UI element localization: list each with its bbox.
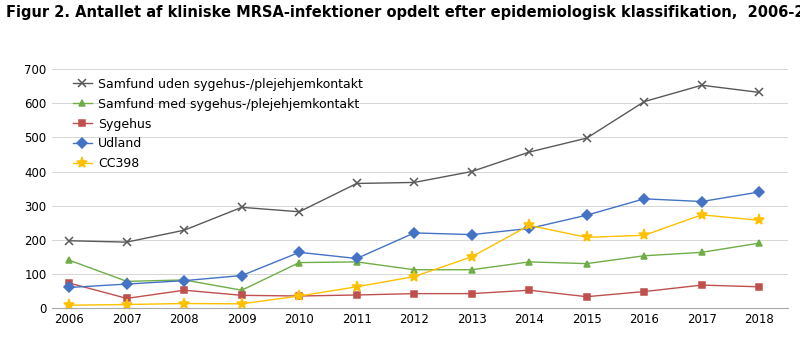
Line: CC398: CC398 <box>64 209 765 311</box>
Udland <box>237 273 246 277</box>
Line: Samfund uden sygehus-/plejehjemkontakt: Samfund uden sygehus-/plejehjemkontakt <box>65 81 763 246</box>
Samfund uden sygehus-/plejehjemkontakt <box>639 100 649 104</box>
Samfund med sygehus-/plejehjemkontakt <box>697 250 706 254</box>
Samfund med sygehus-/plejehjemkontakt <box>525 260 534 264</box>
Line: Samfund med sygehus-/plejehjemkontakt: Samfund med sygehus-/plejehjemkontakt <box>66 240 762 294</box>
Samfund med sygehus-/plejehjemkontakt <box>122 279 131 283</box>
Udland <box>294 250 304 254</box>
Samfund uden sygehus-/plejehjemkontakt <box>582 136 591 140</box>
CC398 <box>410 274 419 279</box>
Sygehus <box>639 290 649 294</box>
Udland <box>754 190 764 194</box>
Udland <box>467 233 477 237</box>
Samfund med sygehus-/plejehjemkontakt <box>65 258 74 262</box>
Sygehus <box>237 293 246 298</box>
Samfund uden sygehus-/plejehjemkontakt <box>352 181 362 185</box>
Sygehus <box>754 285 764 289</box>
Udland <box>352 256 362 261</box>
CC398 <box>639 233 649 237</box>
Sygehus <box>697 283 706 287</box>
CC398 <box>754 218 764 222</box>
Text: Figur 2. Antallet af kliniske MRSA-infektioner opdelt efter epidemiologisk klass: Figur 2. Antallet af kliniske MRSA-infek… <box>6 5 800 20</box>
Sygehus <box>179 288 189 292</box>
CC398 <box>352 285 362 289</box>
Samfund uden sygehus-/plejehjemkontakt <box>65 239 74 243</box>
Samfund uden sygehus-/plejehjemkontakt <box>467 170 477 174</box>
CC398 <box>65 303 74 307</box>
CC398 <box>294 294 304 298</box>
Udland <box>582 213 591 217</box>
Sygehus <box>122 296 131 300</box>
Udland <box>410 231 419 235</box>
Udland <box>639 197 649 201</box>
CC398 <box>179 301 189 306</box>
Samfund uden sygehus-/plejehjemkontakt <box>410 180 419 184</box>
CC398 <box>122 302 131 307</box>
Line: Sygehus: Sygehus <box>66 280 762 302</box>
Legend: Samfund uden sygehus-/plejehjemkontakt, Samfund med sygehus-/plejehjemkontakt, S: Samfund uden sygehus-/plejehjemkontakt, … <box>73 78 363 170</box>
CC398 <box>697 213 706 217</box>
Sygehus <box>294 294 304 298</box>
Udland <box>65 285 74 290</box>
Samfund med sygehus-/plejehjemkontakt <box>754 241 764 245</box>
Samfund uden sygehus-/plejehjemkontakt <box>179 228 189 232</box>
Sygehus <box>65 281 74 285</box>
Sygehus <box>525 288 534 292</box>
Udland <box>122 282 131 286</box>
Samfund uden sygehus-/plejehjemkontakt <box>237 205 246 209</box>
Udland <box>697 199 706 203</box>
Sygehus <box>410 292 419 296</box>
Samfund med sygehus-/plejehjemkontakt <box>294 261 304 265</box>
Samfund med sygehus-/plejehjemkontakt <box>179 278 189 282</box>
Samfund uden sygehus-/plejehjemkontakt <box>294 210 304 214</box>
Udland <box>179 279 189 283</box>
Line: Udland: Udland <box>66 189 762 291</box>
CC398 <box>467 255 477 259</box>
Samfund uden sygehus-/plejehjemkontakt <box>754 90 764 94</box>
Samfund med sygehus-/plejehjemkontakt <box>352 260 362 264</box>
Samfund med sygehus-/plejehjemkontakt <box>639 254 649 258</box>
Samfund uden sygehus-/plejehjemkontakt <box>697 83 706 87</box>
Samfund med sygehus-/plejehjemkontakt <box>467 268 477 272</box>
Udland <box>525 226 534 230</box>
Sygehus <box>467 292 477 296</box>
Samfund med sygehus-/plejehjemkontakt <box>410 268 419 272</box>
CC398 <box>582 235 591 239</box>
CC398 <box>237 302 246 306</box>
Samfund uden sygehus-/plejehjemkontakt <box>122 240 131 244</box>
Sygehus <box>352 293 362 297</box>
Sygehus <box>582 294 591 299</box>
Samfund uden sygehus-/plejehjemkontakt <box>525 150 534 154</box>
Samfund med sygehus-/plejehjemkontakt <box>237 288 246 292</box>
CC398 <box>525 223 534 227</box>
Samfund med sygehus-/plejehjemkontakt <box>582 262 591 266</box>
